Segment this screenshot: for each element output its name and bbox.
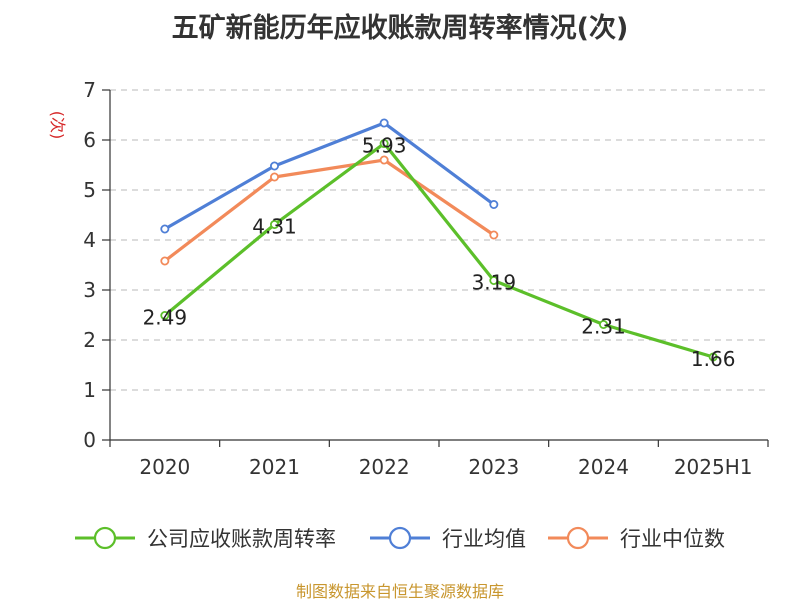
x-tick-label: 2022 [359, 455, 410, 479]
y-axis-label: (次) [48, 111, 67, 140]
data-point-1-3 [489, 199, 499, 209]
x-tick-label: 2021 [249, 455, 300, 479]
y-tick-label: 1 [83, 378, 96, 402]
data-point-2-0 [160, 256, 170, 266]
y-tick-label: 4 [83, 228, 96, 252]
series-points [160, 118, 718, 362]
x-tick-label: 2024 [578, 455, 629, 479]
legend-label: 行业中位数 [620, 527, 725, 551]
y-tick-label: 2 [83, 328, 96, 352]
data-point-2-3 [489, 230, 499, 240]
legend-item-0[interactable]: 公司应收账款周转率 [75, 526, 336, 551]
chart-title: 五矿新能历年应收账款周转率情况(次) [171, 13, 629, 44]
y-tick-label: 7 [83, 78, 96, 102]
x-tick-label: 2020 [139, 455, 190, 479]
y-tick-label: 6 [83, 128, 96, 152]
y-tick-label: 3 [83, 278, 96, 302]
data-point-0-3 [489, 275, 499, 285]
y-tick-label: 5 [83, 178, 96, 202]
data-point-2-1 [269, 172, 279, 182]
data-label: 4.31 [252, 215, 297, 239]
data-labels: 2.49 4.31 5.93 3.19 2.31 1.66 [143, 134, 736, 372]
legend-label: 行业均值 [442, 527, 526, 551]
data-label: 2.31 [581, 315, 626, 339]
data-point-0-4 [599, 319, 609, 329]
data-label: 2.49 [143, 306, 188, 330]
data-label: 3.19 [472, 271, 517, 295]
data-point-0-2 [379, 138, 389, 148]
y-tick-labels: 0 1 2 3 4 5 6 7 [83, 78, 96, 452]
data-label: 1.66 [691, 347, 736, 371]
legend-item-1[interactable]: 行业均值 [370, 526, 526, 551]
legend[interactable]: 公司应收账款周转率 行业均值 行业中位数 [75, 526, 725, 551]
data-point-1-2 [379, 118, 389, 128]
data-point-1-0 [160, 224, 170, 234]
data-point-1-1 [269, 161, 279, 171]
series-line-0 [163, 141, 715, 359]
legend-item-2[interactable]: 行业中位数 [548, 526, 725, 551]
x-tick-label: 2023 [468, 455, 519, 479]
series-lines [163, 121, 715, 359]
series-line-2 [163, 158, 496, 263]
source-note: 制图数据来自恒生聚源数据库 [295, 582, 504, 601]
legend-label: 公司应收账款周转率 [147, 527, 336, 551]
data-point-0-5 [708, 352, 718, 362]
legend-marker [388, 526, 412, 550]
x-tick-label: 2025H1 [674, 455, 753, 479]
data-label: 5.93 [362, 134, 407, 158]
y-tick-label: 0 [83, 428, 96, 452]
series-line-1 [163, 121, 496, 231]
x-tick-labels: 2020 2021 2022 2023 2024 2025H1 [139, 455, 752, 479]
data-point-0-0 [160, 310, 170, 320]
data-point-0-1 [269, 219, 279, 229]
legend-marker [93, 526, 117, 550]
axes [102, 89, 769, 447]
data-point-2-2 [379, 155, 389, 165]
legend-marker [566, 526, 590, 550]
